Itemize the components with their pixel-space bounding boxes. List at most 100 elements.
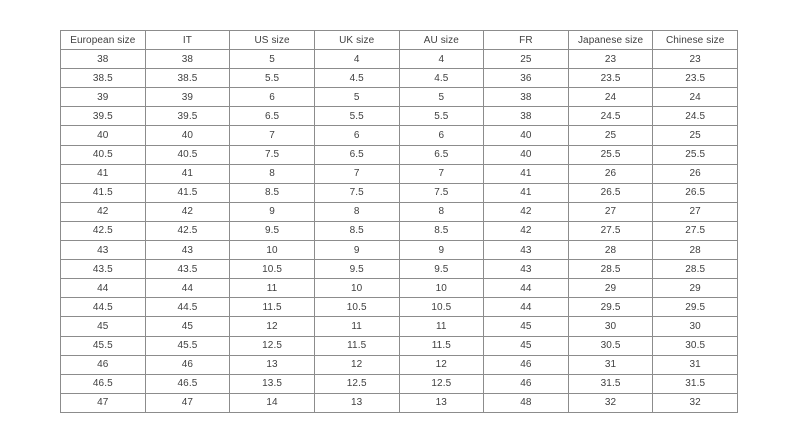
table-cell: 42.5	[144, 220, 231, 242]
column-header: Chinese size	[652, 29, 738, 51]
table-cell: 39	[60, 87, 146, 108]
table-cell: 25	[652, 125, 738, 146]
table-cell: 43	[144, 240, 231, 261]
table-cell: 45.5	[60, 335, 146, 356]
table-cell: 39.5	[144, 106, 231, 127]
table-row: 41.5 41.5 8.5 7.5 7.5 41 26.5 26.5	[60, 182, 738, 203]
table-cell: 41	[483, 163, 569, 184]
table-cell: 10.5	[313, 297, 400, 318]
table-cell: 26	[567, 163, 654, 184]
table-cell: 11	[229, 278, 315, 299]
table-cell: 24.5	[652, 106, 738, 127]
column-header: European size	[60, 29, 146, 51]
table-cell: 26	[652, 163, 738, 184]
table-cell: 30	[652, 316, 738, 337]
table-cell: 28	[567, 240, 654, 261]
table-cell: 44.5	[60, 297, 146, 318]
table-cell: 38.5	[60, 68, 146, 89]
table-cell: 7.5	[313, 182, 400, 203]
table-cell: 11	[398, 316, 485, 337]
table-cell: 31	[652, 354, 738, 375]
table-cell: 24.5	[567, 106, 654, 127]
table-cell: 29.5	[567, 297, 654, 318]
table-cell: 7.5	[398, 182, 485, 203]
table-cell: 38	[144, 49, 231, 70]
table-cell: 24	[567, 87, 654, 108]
table-cell: 12.5	[229, 335, 315, 356]
table-cell: 13	[313, 392, 400, 413]
table-row: 39.5 39.5 6.5 5.5 5.5 38 24.5 24.5	[60, 106, 738, 127]
column-header: US size	[229, 29, 315, 51]
table-row: 42.5 42.5 9.5 8.5 8.5 42 27.5 27.5	[60, 220, 738, 242]
table-cell: 12	[229, 316, 315, 337]
table-cell: 5.5	[313, 106, 400, 127]
table-cell: 6	[398, 125, 485, 146]
table-cell: 45	[144, 316, 231, 337]
table-cell: 44	[60, 278, 146, 299]
table-row: 45.5 45.5 12.5 11.5 11.5 45 30.5 30.5	[60, 335, 738, 356]
table-row: 38 38 5 4 4 25 23 23	[60, 49, 738, 70]
table-cell: 27	[567, 201, 654, 222]
table-cell: 46	[144, 354, 231, 375]
table-cell: 40.5	[60, 144, 146, 165]
table-cell: 44	[483, 278, 569, 299]
shoe-size-conversion-table: European size IT US size UK size AU size FR Ja…	[60, 29, 738, 413]
column-header: AU size	[398, 29, 485, 51]
table-row: 44 44 11 10 10 44 29 29	[60, 278, 738, 299]
table-cell: 25.5	[567, 144, 654, 165]
table-cell: 10	[229, 240, 315, 261]
table-cell: 41	[144, 163, 231, 184]
table-cell: 6.5	[313, 144, 400, 165]
table-cell: 43.5	[60, 259, 146, 280]
table-cell: 26.5	[652, 182, 738, 203]
table-cell: 9.5	[398, 259, 485, 280]
table-cell: 12.5	[313, 373, 400, 394]
table-cell: 25.5	[652, 144, 738, 165]
table-cell: 6	[229, 87, 315, 108]
table-row: 41 41 8 7 7 41 26 26	[60, 163, 738, 184]
table-cell: 12	[398, 354, 485, 375]
table-cell: 4	[313, 49, 400, 70]
table-row: 46.5 46.5 13.5 12.5 12.5 46 31.5 31.5	[60, 373, 738, 394]
table-cell: 38.5	[144, 68, 231, 89]
table-cell: 23.5	[652, 68, 738, 89]
table-cell: 38	[483, 87, 569, 108]
table-cell: 11.5	[313, 335, 400, 356]
table-cell: 7.5	[229, 144, 315, 165]
table-cell: 39.5	[60, 106, 146, 127]
table-cell: 29	[567, 278, 654, 299]
table-cell: 25	[483, 49, 569, 70]
table-cell: 46	[60, 354, 146, 375]
table-cell: 41	[483, 182, 569, 203]
table-cell: 23	[567, 49, 654, 70]
table-cell: 46	[483, 354, 569, 375]
table-cell: 8.5	[313, 220, 400, 242]
table-cell: 40	[60, 125, 146, 146]
table-row: 42 42 9 8 8 42 27 27	[60, 201, 738, 222]
table-cell: 41.5	[144, 182, 231, 203]
table-cell: 40	[483, 144, 569, 165]
table-cell: 28.5	[652, 259, 738, 280]
table-cell: 31.5	[652, 373, 738, 394]
table-cell: 25	[567, 125, 654, 146]
table-cell: 41	[60, 163, 146, 184]
table-cell: 40.5	[144, 144, 231, 165]
table-row: 46 46 13 12 12 46 31 31	[60, 354, 738, 375]
table-cell: 43	[483, 240, 569, 261]
table-cell: 8.5	[398, 220, 485, 242]
table-cell: 42	[483, 220, 569, 242]
table-cell: 27.5	[567, 220, 654, 242]
table-cell: 13	[398, 392, 485, 413]
table-cell: 30	[567, 316, 654, 337]
table-cell: 29.5	[652, 297, 738, 318]
table-cell: 38	[60, 49, 146, 70]
table-cell: 8.5	[229, 182, 315, 203]
table-body: 38 38 5 4 4 25 23 23 38.5 38.5 5.5 4.5 4.5 36 23.5 23.5…	[60, 49, 738, 413]
table-cell: 28	[652, 240, 738, 261]
table-cell: 38	[483, 106, 569, 127]
table-cell: 8	[398, 201, 485, 222]
table-row: 40 40 7 6 6 40 25 25	[60, 125, 738, 146]
table-cell: 40	[144, 125, 231, 146]
table-cell: 40	[483, 125, 569, 146]
